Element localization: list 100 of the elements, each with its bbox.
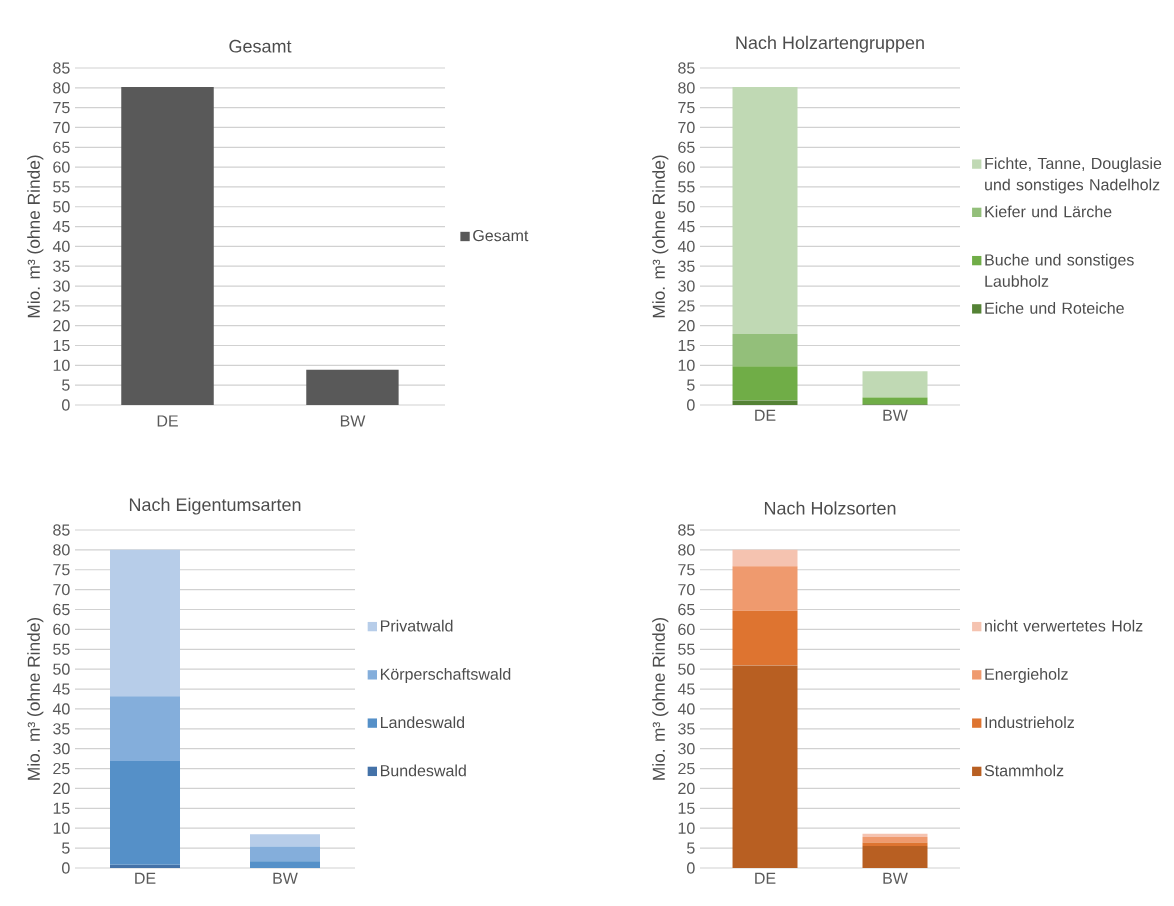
y-tick-label: 70 (53, 583, 70, 596)
x-tick-label: BW (883, 409, 908, 421)
legend-label: Fichte, Tanne, Douglasie und sonstiges Nadelholz (985, 157, 1162, 194)
y-tick-label: 35 (53, 723, 70, 735)
y-tick-label: 15 (53, 339, 70, 352)
y-tick-label: 70 (678, 583, 695, 596)
bar (250, 861, 321, 868)
y-tick-label: 45 (52, 221, 70, 233)
y-tick-label: 35 (678, 723, 695, 735)
y-tick-label: 30 (53, 743, 70, 755)
y-tick-label: 15 (678, 339, 695, 352)
y-tick-label: 65 (678, 141, 695, 153)
chart-title: Nach Eigentumsarten (129, 497, 301, 515)
legend-label: Privatwald (380, 619, 453, 632)
y-tick-label: 50 (53, 663, 70, 675)
y-tick-label: 75 (53, 102, 70, 114)
y-tick-label: 55 (53, 643, 70, 655)
y-tick-label: 85 (53, 62, 70, 74)
legend-label: Buche und sonstiges Laubholz (985, 253, 1134, 287)
y-tick-label: 0 (687, 399, 695, 411)
bar (110, 761, 181, 865)
bar (862, 397, 928, 405)
bar (732, 334, 798, 367)
bar (862, 833, 928, 837)
y-tick-label: 85 (678, 524, 695, 536)
chart-title: Gesamt (229, 39, 292, 53)
legend-label: Energieholz (985, 668, 1068, 683)
y-tick-label: 15 (53, 802, 70, 814)
y-tick-label: 85 (53, 524, 70, 536)
legend-label: Gesamt (473, 229, 529, 242)
legend-label: Stammholz (984, 764, 1064, 777)
y-tick-label: 25 (678, 762, 695, 775)
y-tick-label: 70 (53, 121, 70, 134)
y-axis-title: Mio. m³ (ohne Rinde) (27, 155, 44, 318)
y-tick-label: 5 (62, 842, 70, 854)
y-tick-label: 80 (53, 544, 70, 556)
y-tick-label: 15 (678, 802, 695, 814)
y-tick-label: 10 (53, 822, 70, 834)
y-tick-label: 75 (53, 564, 70, 576)
bar (732, 665, 798, 868)
x-tick-label: DE (135, 872, 156, 884)
y-tick-label: 60 (53, 623, 70, 636)
y-tick-label: 25 (53, 762, 70, 775)
y-tick-label: 45 (52, 683, 70, 695)
y-axis-title: Mio. m³ (ohne Rinde) (652, 617, 669, 780)
y-tick-label: 40 (52, 703, 70, 715)
legend-label: Bundeswald (380, 764, 466, 777)
legend-label: Körperschaftswald (380, 668, 511, 683)
y-tick-label: 0 (62, 862, 70, 874)
bar (732, 549, 798, 567)
y-tick-label: 80 (678, 82, 695, 94)
y-tick-label: 5 (687, 842, 695, 854)
y-tick-label: 20 (53, 320, 70, 332)
y-axis-title: Mio. m³ (ohne Rinde) (27, 617, 44, 780)
y-tick-label: 20 (678, 782, 695, 795)
y-tick-label: 60 (678, 623, 695, 636)
y-axis-title: Mio. m³ (ohne Rinde) (652, 155, 669, 318)
y-tick-label: 5 (62, 379, 70, 391)
y-tick-label: 65 (678, 603, 695, 616)
x-tick-label: DE (755, 872, 776, 884)
y-tick-label: 0 (62, 399, 70, 411)
y-tick-label: 50 (53, 201, 70, 213)
bar (862, 371, 928, 398)
bar (732, 366, 798, 401)
x-tick-label: BW (340, 415, 366, 427)
legend-label: nicht verwertetes Holz (985, 619, 1143, 632)
y-tick-label: 65 (53, 141, 70, 153)
legend-label: Industrieholz (985, 716, 1074, 729)
y-tick-label: 30 (678, 280, 695, 292)
y-tick-label: 60 (678, 161, 695, 173)
x-tick-label: BW (273, 872, 298, 884)
y-tick-label: 35 (53, 260, 70, 272)
y-tick-label: 25 (53, 300, 70, 312)
bar (110, 549, 181, 697)
x-tick-label: DE (157, 415, 178, 427)
bar (110, 696, 181, 762)
y-tick-label: 10 (678, 822, 695, 834)
y-tick-label: 65 (53, 603, 70, 616)
y-tick-label: 40 (677, 240, 695, 253)
legend-label: Landeswald (380, 716, 465, 729)
y-tick-label: 80 (53, 82, 70, 94)
bar (250, 846, 321, 862)
legend-label: Eiche und Roteiche (985, 302, 1124, 314)
chart-title: Nach Holzsorten (764, 501, 896, 515)
y-tick-label: 0 (687, 862, 695, 874)
bar (732, 87, 798, 335)
bar (862, 836, 928, 843)
y-tick-label: 10 (678, 359, 695, 371)
y-tick-label: 55 (678, 181, 695, 193)
y-tick-label: 20 (53, 782, 70, 795)
y-tick-label: 85 (678, 62, 695, 74)
y-tick-label: 10 (53, 359, 70, 371)
y-tick-label: 5 (687, 379, 695, 391)
bar (250, 834, 321, 847)
y-tick-label: 75 (678, 102, 695, 114)
y-tick-label: 35 (678, 260, 695, 272)
y-tick-label: 50 (678, 663, 695, 675)
y-tick-label: 55 (678, 643, 695, 655)
y-tick-label: 45 (677, 683, 695, 695)
bar (732, 610, 798, 666)
